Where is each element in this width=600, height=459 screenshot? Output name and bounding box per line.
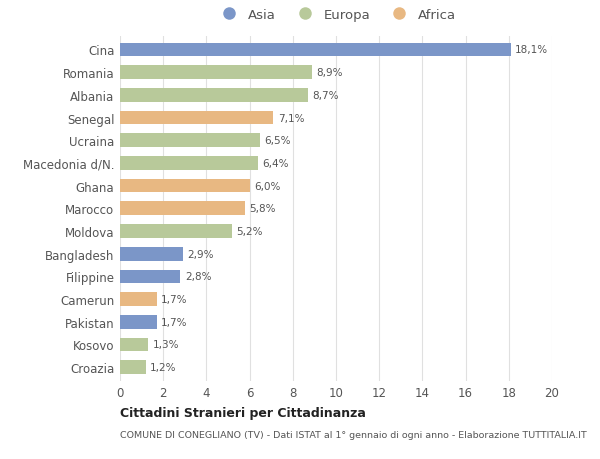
Bar — [120, 361, 146, 374]
Bar — [120, 157, 258, 170]
Bar — [120, 315, 157, 329]
Text: 2,9%: 2,9% — [187, 249, 214, 259]
Bar — [120, 270, 181, 284]
Bar — [120, 112, 274, 125]
Text: 6,0%: 6,0% — [254, 181, 280, 191]
Bar — [120, 66, 312, 80]
Bar — [120, 247, 182, 261]
Bar — [120, 89, 308, 102]
Text: 2,8%: 2,8% — [185, 272, 211, 282]
Bar — [120, 293, 157, 306]
Text: 8,7%: 8,7% — [312, 90, 339, 101]
Text: 1,7%: 1,7% — [161, 294, 188, 304]
Text: 6,4%: 6,4% — [263, 158, 289, 168]
Text: 1,7%: 1,7% — [161, 317, 188, 327]
Text: 8,9%: 8,9% — [317, 68, 343, 78]
Bar — [120, 202, 245, 216]
Bar — [120, 338, 148, 352]
Bar — [120, 225, 232, 238]
Bar — [120, 134, 260, 148]
Text: 1,3%: 1,3% — [152, 340, 179, 350]
Text: 5,8%: 5,8% — [250, 204, 276, 214]
Text: 5,2%: 5,2% — [236, 226, 263, 236]
Text: 7,1%: 7,1% — [278, 113, 304, 123]
Text: Cittadini Stranieri per Cittadinanza: Cittadini Stranieri per Cittadinanza — [120, 406, 366, 419]
Text: 18,1%: 18,1% — [515, 45, 548, 55]
Bar — [120, 179, 250, 193]
Legend: Asia, Europa, Africa: Asia, Europa, Africa — [216, 9, 456, 22]
Text: 1,2%: 1,2% — [150, 363, 177, 372]
Text: COMUNE DI CONEGLIANO (TV) - Dati ISTAT al 1° gennaio di ogni anno - Elaborazione: COMUNE DI CONEGLIANO (TV) - Dati ISTAT a… — [120, 431, 587, 440]
Bar — [120, 44, 511, 57]
Text: 6,5%: 6,5% — [265, 136, 291, 146]
